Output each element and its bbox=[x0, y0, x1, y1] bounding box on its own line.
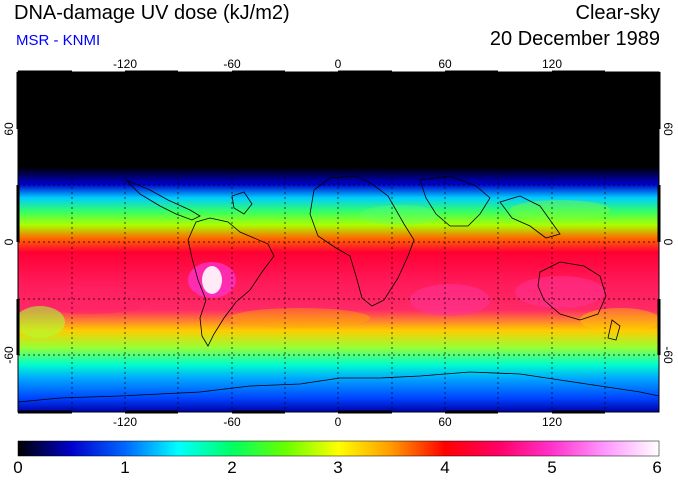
lat-tick-right: -60 bbox=[661, 346, 675, 364]
lat-tick-left: -60 bbox=[2, 346, 16, 364]
lon-tick-top: 60 bbox=[438, 57, 452, 71]
lon-tick-bottom: -60 bbox=[223, 415, 241, 429]
chart-title: DNA-damage UV dose (kJ/m2) bbox=[14, 2, 290, 24]
lon-tick-bottom: 120 bbox=[542, 415, 562, 429]
lon-tick-bottom: -120 bbox=[113, 415, 137, 429]
lon-tick-top: -120 bbox=[113, 57, 137, 71]
lon-tick-top: 0 bbox=[335, 57, 342, 71]
lat-tick-right: 60 bbox=[661, 122, 675, 136]
colorbar-tick: 5 bbox=[547, 458, 557, 477]
frame-ticks bbox=[16, 70, 661, 414]
colorbar-tick: 6 bbox=[652, 458, 662, 477]
graticule bbox=[18, 72, 659, 412]
colorbar-tick: 3 bbox=[333, 458, 343, 477]
lat-tick-right: 0 bbox=[661, 239, 675, 246]
lat-tick-left: 0 bbox=[2, 238, 16, 245]
lat-tick-left: 60 bbox=[2, 122, 16, 136]
date-label: 20 December 1989 bbox=[489, 28, 660, 50]
colorbar-tick: 2 bbox=[227, 458, 237, 477]
colorbar-tick: 0 bbox=[13, 458, 23, 477]
coastlines bbox=[18, 175, 659, 403]
colorbar-tick: 1 bbox=[120, 458, 130, 477]
lon-tick-top: 120 bbox=[542, 57, 562, 71]
lon-tick-top: -60 bbox=[223, 57, 241, 71]
sky-condition: Clear-sky bbox=[575, 2, 660, 24]
lon-tick-bottom: 0 bbox=[335, 415, 342, 429]
source-label: MSR - KNMI bbox=[16, 32, 101, 49]
colorbar-tick: 4 bbox=[440, 458, 450, 477]
colorbar bbox=[17, 440, 660, 457]
lon-tick-bottom: 60 bbox=[438, 415, 452, 429]
